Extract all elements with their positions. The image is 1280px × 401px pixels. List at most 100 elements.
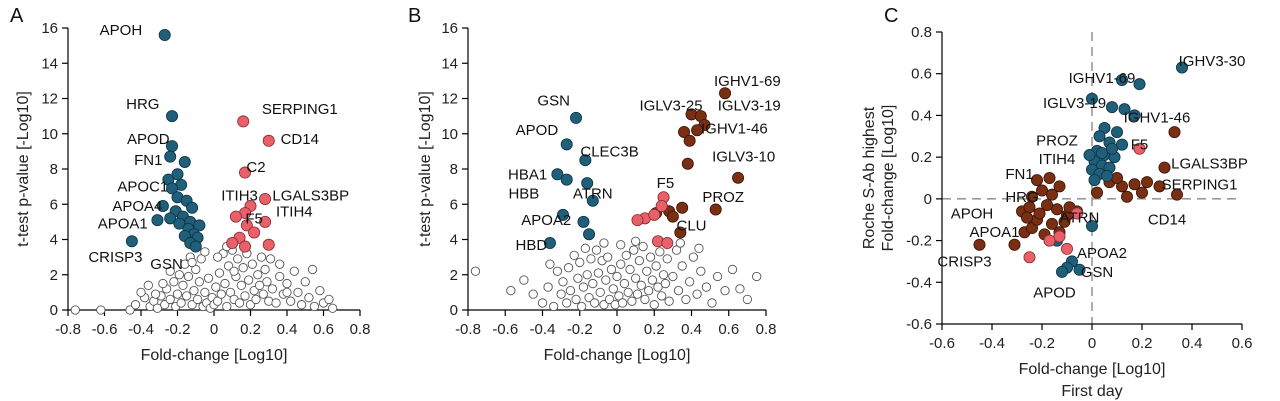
data-point-grey bbox=[169, 277, 179, 287]
data-point-grey bbox=[562, 298, 572, 308]
point-label: ATRN bbox=[1060, 210, 1100, 227]
data-point-grey bbox=[181, 291, 192, 301]
data-point-blue bbox=[173, 217, 186, 230]
data-point-brown bbox=[1091, 186, 1104, 199]
panel-a: A -0.8 -0.6 -0.4 -0.2 0 0.2 0.4 0.6 0.8 0 2 4 6 8 10 12 1… bbox=[10, 5, 370, 364]
y-tick-label: 0 bbox=[450, 302, 458, 319]
data-point-brown bbox=[1111, 171, 1124, 184]
data-point-grey bbox=[588, 278, 598, 289]
data-point-grey bbox=[563, 263, 574, 273]
data-point-grey bbox=[545, 259, 555, 269]
point-label: IGHV3-30 bbox=[1179, 53, 1246, 70]
point-label: IGHV1-46 bbox=[701, 120, 768, 137]
data-point-grey bbox=[214, 268, 225, 278]
data-point-grey bbox=[696, 266, 706, 276]
data-point-grey bbox=[653, 282, 663, 292]
data-point-red bbox=[259, 192, 272, 205]
data-point-grey bbox=[558, 277, 568, 287]
data-point-red bbox=[239, 166, 252, 179]
data-point-grey bbox=[192, 294, 203, 305]
data-point-brown bbox=[1058, 215, 1071, 228]
point-label: APOD bbox=[516, 122, 559, 139]
panel-c: C -0.6 -0.4 -0.2 0 0.2 0.4 0.6 -0.6 -0.4 -0.2 0 0.2 0… bbox=[861, 5, 1252, 400]
data-point-grey bbox=[247, 259, 257, 269]
data-point-brown bbox=[1026, 190, 1039, 203]
data-point-grey bbox=[152, 303, 163, 313]
point-label: ITIH3 bbox=[221, 187, 258, 204]
data-point-blue bbox=[164, 212, 177, 225]
data-point-grey bbox=[172, 289, 183, 299]
data-point-grey bbox=[640, 294, 650, 305]
data-point-brown bbox=[1053, 180, 1066, 193]
y-tick-label: 14 bbox=[441, 55, 458, 72]
data-point-grey bbox=[584, 293, 594, 303]
y-tick-label: 6 bbox=[450, 196, 458, 213]
data-point-grey bbox=[552, 266, 563, 276]
data-point-blue bbox=[1111, 126, 1124, 139]
data-point-grey bbox=[304, 293, 314, 303]
data-point-brown bbox=[1036, 184, 1049, 197]
data-point-grey bbox=[178, 280, 188, 290]
data-point-grey bbox=[712, 271, 723, 282]
data-point-grey bbox=[630, 273, 641, 283]
data-point-grey bbox=[575, 257, 585, 268]
x-tick-label: 0 bbox=[613, 321, 621, 338]
x-axis-label: Fold-change [Log10] bbox=[1019, 361, 1166, 378]
y-tick-label: 0 bbox=[50, 302, 58, 319]
data-point-grey bbox=[244, 275, 254, 285]
data-point-grey bbox=[727, 264, 738, 275]
data-point-brown bbox=[973, 238, 986, 251]
x-tick-label: 0 bbox=[210, 321, 218, 338]
x-axis-sublabel: First day bbox=[1061, 383, 1122, 400]
data-point-grey bbox=[315, 285, 325, 296]
data-point-brown bbox=[1033, 207, 1046, 220]
data-point-blue bbox=[158, 29, 171, 42]
data-point-grey bbox=[655, 247, 665, 257]
data-point-blue bbox=[1086, 92, 1099, 105]
data-point-grey bbox=[634, 255, 644, 266]
point-label: ITIH4 bbox=[276, 203, 313, 220]
data-point-grey bbox=[256, 252, 267, 262]
data-point-grey bbox=[599, 238, 609, 248]
point-label: IGLV3-25 bbox=[639, 98, 702, 115]
point-label: IGHV1-69 bbox=[714, 73, 781, 90]
data-point-red bbox=[655, 200, 668, 213]
point-label: IGLV3-19 bbox=[1043, 95, 1106, 112]
data-point-blue bbox=[1128, 109, 1141, 122]
y-tick-label: 0.2 bbox=[911, 149, 932, 166]
panel-letter: A bbox=[10, 5, 24, 27]
data-point-grey bbox=[662, 254, 672, 264]
y-tick-label: 16 bbox=[441, 20, 458, 37]
data-point-grey bbox=[506, 285, 516, 296]
data-point-grey bbox=[176, 298, 186, 308]
data-point-grey bbox=[636, 280, 646, 290]
data-point-grey bbox=[684, 277, 695, 287]
data-point-grey bbox=[573, 273, 583, 283]
data-point-red bbox=[648, 208, 661, 221]
data-point-blue bbox=[1056, 265, 1069, 278]
data-point-blue bbox=[1096, 146, 1109, 159]
data-point-grey bbox=[616, 240, 626, 250]
data-point-red bbox=[262, 238, 275, 251]
x-axis-label: Fold-change [Log10] bbox=[141, 347, 288, 364]
data-point-grey bbox=[150, 289, 161, 299]
y-tick-label: 8 bbox=[450, 161, 458, 178]
data-point-blue bbox=[551, 168, 564, 181]
data-point-grey bbox=[300, 277, 310, 287]
point-label: HRG bbox=[1005, 189, 1038, 206]
data-point-grey bbox=[253, 270, 263, 280]
data-point-grey bbox=[651, 261, 661, 271]
data-point-red bbox=[240, 219, 253, 232]
data-point-grey bbox=[617, 298, 628, 308]
data-point-brown bbox=[1136, 186, 1149, 199]
data-point-red bbox=[262, 134, 275, 147]
data-point-grey bbox=[200, 287, 210, 298]
data-point-grey bbox=[70, 305, 80, 315]
point-label: HBA1 bbox=[508, 166, 547, 183]
point-label: APOA1 bbox=[969, 224, 1019, 241]
point-label: F5 bbox=[1131, 137, 1149, 154]
data-point-grey bbox=[657, 291, 667, 301]
data-point-blue bbox=[543, 237, 556, 250]
data-point-grey bbox=[632, 289, 643, 299]
data-point-red bbox=[229, 210, 242, 223]
